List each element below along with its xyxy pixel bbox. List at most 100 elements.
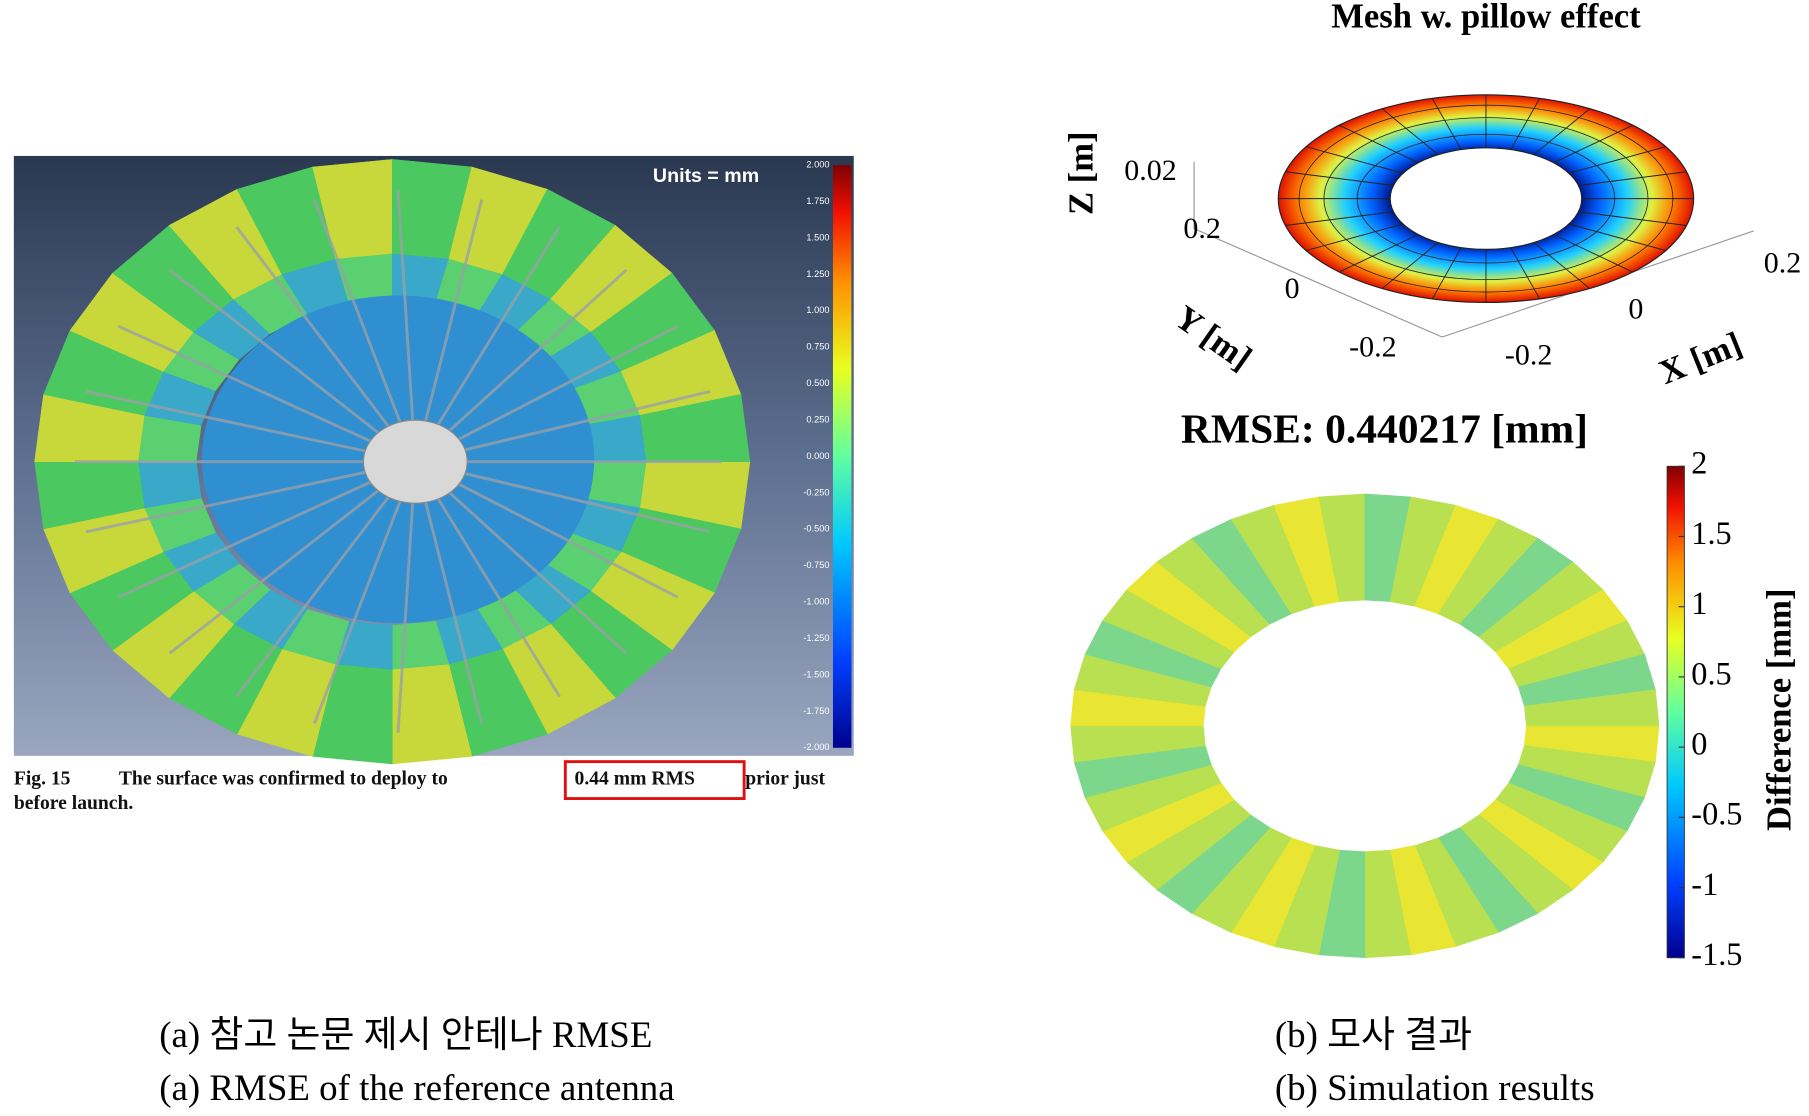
- rib: [235, 225, 417, 463]
- mesh-line: [1510, 247, 1541, 300]
- mesh-ring: [1323, 117, 1649, 281]
- mesh-ring: [1356, 133, 1616, 264]
- mesh-title: Mesh w. pillow effect: [1331, 0, 1641, 36]
- units-label: Units = mm: [653, 165, 759, 187]
- mesh-ring: [1298, 104, 1674, 293]
- x-tick-label: -0.2: [1505, 339, 1552, 372]
- rib: [117, 324, 416, 463]
- colorbar-tick-label: 1: [1691, 585, 1707, 621]
- mesh-line: [1578, 171, 1687, 186]
- difference-sector: [1524, 689, 1660, 727]
- hub: [362, 419, 468, 504]
- mesh-line: [1338, 234, 1419, 273]
- reference-colorbar-label: -1.500: [803, 669, 829, 679]
- y-tick-label: -0.2: [1349, 331, 1396, 364]
- mesh-hole: [1389, 147, 1583, 250]
- captions: (a) 참고 논문 제시 안테나 RMSE (a) RMSE of the re…: [159, 1014, 1594, 1109]
- colorbar-label: Difference [mm]: [1760, 588, 1798, 830]
- colorbar-tick-label: 1.5: [1691, 515, 1731, 551]
- y-tick-label: 0.2: [1183, 212, 1220, 245]
- z-tick-label: 0.02: [1124, 154, 1176, 187]
- reference-colorbar-label: -0.750: [803, 560, 829, 570]
- rib: [313, 461, 417, 725]
- mesh-line: [1553, 234, 1634, 273]
- y-axis-label: Y [m]: [1168, 298, 1259, 377]
- colorbar-tick-label: 0: [1691, 726, 1707, 762]
- reference-colorbar-label: 1.000: [806, 305, 829, 315]
- reference-colorbar-label: -2.000: [803, 742, 829, 752]
- rmse-title: RMSE: 0.440217 [mm]: [1181, 405, 1588, 451]
- colorbar-tick-label: -0.5: [1691, 796, 1742, 832]
- rib: [413, 199, 484, 463]
- mesh-line: [1568, 223, 1666, 251]
- mesh-line: [1285, 211, 1394, 226]
- x-axis-label: X [m]: [1654, 325, 1748, 392]
- caption-b-en: (b) Simulation results: [1275, 1067, 1595, 1109]
- reference-colorbar-label: -1.250: [803, 633, 829, 643]
- mesh-line: [1533, 108, 1591, 156]
- mesh-line: [1510, 98, 1541, 150]
- figure-caption: The surface was confirmed to deploy to: [119, 769, 448, 790]
- mesh-line: [1578, 211, 1687, 226]
- rib: [413, 461, 484, 724]
- colorbar: [1666, 465, 1685, 959]
- rib: [414, 460, 561, 698]
- rib: [414, 268, 628, 463]
- rib: [396, 461, 417, 733]
- reference-surface: [34, 159, 751, 765]
- caption-a-en: (a) RMSE of the reference antenna: [159, 1067, 674, 1109]
- rib: [414, 226, 561, 463]
- mesh-line: [1305, 146, 1404, 174]
- figure-caption: prior just: [745, 769, 825, 790]
- reference-colorbar-label: -0.500: [803, 524, 829, 534]
- reference-colorbar-label: 0.750: [806, 342, 829, 352]
- reference-colorbar-label: 0.250: [806, 414, 829, 424]
- reference-colorbar: [832, 165, 852, 748]
- reference-colorbar-label: 0.000: [806, 451, 829, 461]
- reference-colorbar-label: 1.500: [806, 232, 829, 242]
- mesh-line: [1285, 171, 1394, 186]
- mesh-line: [1305, 223, 1404, 251]
- x-tick-label: 0.2: [1764, 246, 1801, 279]
- colorbar-tick-label: -1.5: [1691, 936, 1742, 972]
- reference-colorbar-label: 2.000: [806, 160, 829, 170]
- rib: [414, 460, 628, 655]
- mesh-line: [1553, 124, 1634, 164]
- colorbar-tick-label: 0.5: [1691, 655, 1731, 691]
- figure-caption: 0.44 mm RMS: [575, 769, 695, 790]
- mesh-line: [1381, 242, 1439, 289]
- rib: [117, 460, 416, 599]
- mesh-line: [1568, 146, 1666, 174]
- reference-colorbar-label: 1.250: [806, 269, 829, 279]
- rib: [396, 190, 417, 462]
- simulation-panel: Mesh w. pillow effect RMSE: 0.440217 [mm…: [1062, 0, 1801, 972]
- reference-colorbar-label: -1.000: [803, 597, 829, 607]
- z-axis-label: Z [m]: [1062, 131, 1100, 215]
- mesh-line: [1338, 124, 1419, 164]
- rib: [313, 199, 417, 463]
- colorbar-tick-label: -1: [1691, 866, 1718, 902]
- rib: [235, 460, 417, 698]
- mesh-line: [1431, 98, 1462, 150]
- x-tick-label: 0: [1628, 293, 1643, 326]
- caption-a-ko: (a) 참고 논문 제시 안테나 RMSE: [159, 1014, 652, 1056]
- mesh-line: [1431, 247, 1462, 300]
- rib: [168, 460, 417, 655]
- colorbar-tick-label: 2: [1691, 445, 1707, 481]
- figure-caption: before launch.: [14, 793, 134, 814]
- mesh-line: [1381, 108, 1439, 156]
- rib: [168, 268, 417, 463]
- reference-colorbar-label: 1.750: [806, 196, 829, 206]
- figure-caption: Fig. 15: [14, 769, 71, 790]
- highlight-box: [563, 760, 746, 800]
- caption-b-ko: (b) 모사 결과: [1275, 1014, 1472, 1056]
- mesh-line: [1533, 242, 1591, 289]
- rib: [85, 460, 416, 534]
- reference-colorbar-label: -0.250: [803, 487, 829, 497]
- rib: [85, 390, 416, 464]
- reference-panel: Units = mm 2.000 1.750 1.500 1.250 1.000 0.75…: [13, 155, 854, 814]
- reference-colorbar-label: 0.500: [806, 378, 829, 388]
- y-tick-label: 0: [1285, 272, 1300, 305]
- reference-colorbar-label: -1.750: [803, 706, 829, 716]
